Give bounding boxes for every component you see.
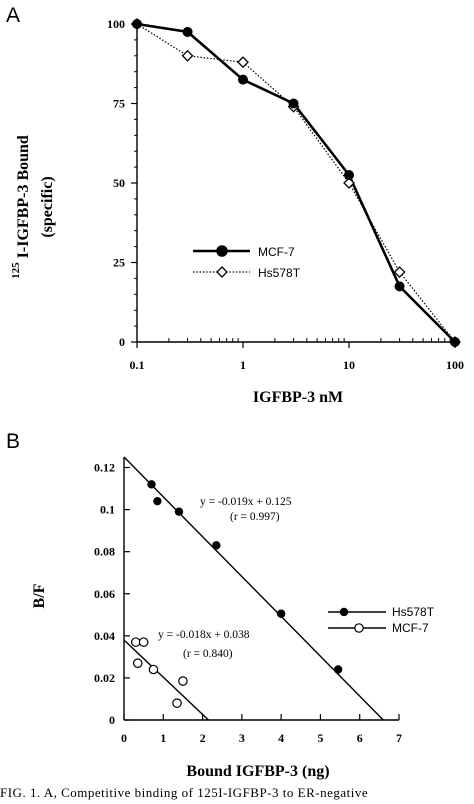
- fit-mcf7-r: (r = 0.840): [183, 648, 233, 660]
- series-line-mcf7: [136, 22, 456, 343]
- data-point-mcf7: [344, 170, 354, 181]
- legend-b-hs578t-label: Hs578T: [392, 605, 435, 619]
- panel-b-x-tick-label: 3: [239, 731, 245, 745]
- data-point-hs578t-b: [212, 541, 221, 550]
- panel-b-y-axis-title: B/F: [31, 583, 48, 608]
- fit-hs578t-r: (r = 0.997): [230, 511, 280, 523]
- panel-a-legend: MCF-7 Hs578T: [193, 245, 301, 280]
- panel-b-y-tick-label: 0.06: [94, 587, 115, 601]
- panel-b-tick-labels: 0 0.02 0.04 0.06 0.08 0.1 0.12 0 1 2 3 4 5 6 7: [94, 461, 402, 745]
- panel-a-x-tick-label: 10: [343, 358, 355, 372]
- data-point-mcf7: [182, 26, 193, 37]
- legend-b-hs578t-marker: [339, 607, 349, 617]
- data-point-hs578t: [343, 177, 355, 189]
- panel-b-x-tick-label: 1: [160, 731, 166, 745]
- fit-line-hs578t: [123, 456, 384, 721]
- panel-b-letter: B: [6, 430, 20, 453]
- panel-a-y-axis-main: I-IGFBP-3 Bound: [15, 135, 32, 258]
- panel-a-letter: A: [6, 4, 20, 27]
- panel-b-legend: Hs578T MCF-7: [328, 605, 435, 635]
- fit-line-mcf7: [123, 639, 209, 721]
- data-point-mcf7: [394, 281, 405, 292]
- panel-a-y-tick-label: 50: [113, 176, 125, 190]
- data-point-mcf7-b: [130, 637, 141, 647]
- data-point-mcf7: [450, 337, 460, 347]
- panel-b-fit-lines: [123, 456, 384, 721]
- panel-b-y-tick-label: 0: [109, 713, 115, 727]
- data-point-hs578t: [393, 266, 406, 278]
- panel-b-x-axis-title: Bound IGFBP-3 (ng): [186, 763, 329, 780]
- legend-mcf7-label: MCF-7: [258, 245, 295, 259]
- panel-a: A 125 I-IGFBP-3 Bound (specific) 0 25 50 75 1…: [6, 4, 464, 406]
- legend-b-mcf7-label: MCF-7: [392, 621, 429, 635]
- figure-caption: FIG. 1. A, Competitive binding of 125I-I…: [0, 785, 369, 800]
- fit-mcf7-equation: y = -0.018x + 0.038: [158, 629, 250, 641]
- panel-b-x-tick-label: 6: [357, 731, 363, 745]
- panel-a-y-tick-label: 25: [113, 256, 125, 270]
- panel-b-x-tick-label: 4: [278, 731, 284, 745]
- data-point-hs578t: [237, 56, 249, 69]
- panel-b-y-tick-label: 0.02: [94, 671, 115, 685]
- panel-a-x-tick-label: 0.1: [130, 358, 145, 372]
- panel-a-x-tick-label: 100: [446, 358, 464, 372]
- data-point-mcf7-b: [178, 676, 188, 686]
- data-point-mcf7-b: [138, 637, 149, 647]
- panel-b-axes: [123, 457, 400, 721]
- panel-a-y-tick-label: 75: [113, 97, 125, 111]
- panel-a-tick-labels: 0 25 50 75 100 0.1 1 10 100: [107, 17, 464, 372]
- data-point-mcf7: [288, 98, 299, 109]
- panel-a-series-markers: [131, 18, 461, 348]
- legend-hs578t-marker: [216, 266, 228, 278]
- data-point-hs578t-b: [153, 496, 162, 506]
- data-point-hs578t-b: [276, 609, 286, 618]
- panel-a-y-axis-sup: 125: [10, 262, 22, 279]
- legend-mcf7-marker: [216, 245, 228, 257]
- data-point-hs578t-b: [147, 480, 156, 489]
- data-point-mcf7-b: [172, 698, 182, 708]
- panel-a-y-axis-title: 125 I-IGFBP-3 Bound: [10, 135, 32, 279]
- panel-b-y-tick-label: 0.04: [94, 629, 115, 643]
- panel-a-series-lines: [136, 22, 456, 343]
- legend-b-mcf7-marker: [354, 623, 364, 633]
- panel-a-x-axis-title: IGFBP-3 nM: [253, 389, 343, 406]
- panel-b: B B/F 0 0.02 0.04 0.06 0.08 0.1 0.12 0 1 2 3 4 5 6 7 y…: [6, 430, 435, 780]
- panel-a-y-axis-subtitle: (specific): [39, 176, 56, 237]
- data-point-hs578t: [181, 49, 194, 62]
- data-point-mcf7-b: [132, 658, 143, 668]
- panel-a-x-tick-label: 1: [240, 358, 246, 372]
- panel-a-axes: [131, 20, 457, 348]
- panel-b-x-tick-label: 5: [317, 731, 323, 745]
- data-point-mcf7: [132, 19, 142, 29]
- data-point-hs578t-b: [174, 507, 184, 516]
- panel-b-y-tick-label: 0.08: [94, 545, 115, 559]
- legend-hs578t-label: Hs578T: [258, 266, 301, 280]
- data-point-mcf7-b: [148, 664, 159, 675]
- data-point-mcf7: [238, 74, 248, 85]
- fit-hs578t-equation: y = -0.019x + 0.125: [200, 496, 292, 508]
- panel-b-x-tick-label: 2: [200, 731, 206, 745]
- data-point-hs578t-b: [333, 665, 343, 674]
- panel-a-y-tick-label: 0: [119, 335, 125, 349]
- panel-b-series-markers: [130, 480, 343, 708]
- panel-a-y-tick-label: 100: [107, 17, 125, 31]
- panel-a-y-title-group: 125 I-IGFBP-3 Bound: [10, 135, 32, 279]
- panel-b-x-tick-label: 7: [396, 731, 402, 745]
- panel-b-y-tick-label: 0.12: [94, 461, 115, 475]
- panel-b-x-tick-label: 0: [121, 731, 127, 745]
- panel-b-y-tick-label: 0.1: [100, 503, 115, 517]
